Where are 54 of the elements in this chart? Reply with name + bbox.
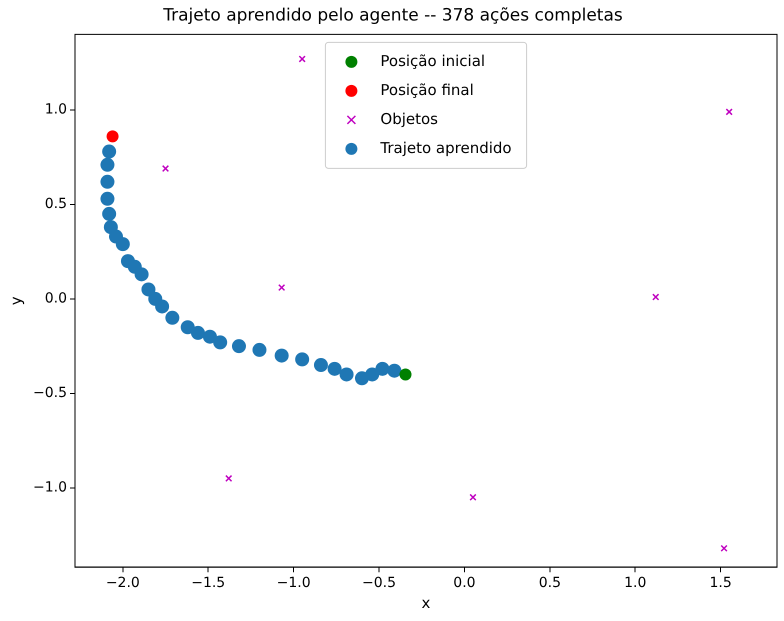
point xyxy=(190,326,205,340)
point xyxy=(106,130,119,142)
point xyxy=(469,494,477,501)
chart-title: Trajeto aprendido pelo agente -- 378 ações completas xyxy=(162,6,623,26)
point xyxy=(180,320,195,334)
point xyxy=(400,368,412,380)
point xyxy=(252,342,266,357)
point xyxy=(726,108,733,116)
point xyxy=(720,544,728,552)
y-tick-label: 1.0 xyxy=(44,102,67,118)
x-tick-label: −2.0 xyxy=(106,575,140,592)
point xyxy=(102,144,116,159)
x-axis-title: x xyxy=(422,594,431,612)
point xyxy=(213,335,228,350)
point xyxy=(340,367,354,382)
point xyxy=(278,284,286,292)
y-tick-label: −0.5 xyxy=(32,385,67,402)
point xyxy=(652,293,660,301)
point xyxy=(225,474,232,482)
x-tick-label: −0.5 xyxy=(362,575,396,592)
point xyxy=(165,310,180,325)
x-tick-label: −1.5 xyxy=(191,575,226,592)
x-tick-label: 0.0 xyxy=(453,575,476,592)
point xyxy=(120,254,135,268)
y-axis-title: y xyxy=(6,296,25,306)
legend-label: Posição final xyxy=(380,80,474,99)
point xyxy=(148,292,162,306)
point xyxy=(375,362,390,376)
point xyxy=(328,362,342,376)
point xyxy=(100,158,114,172)
point xyxy=(100,192,114,206)
point xyxy=(104,220,118,234)
point xyxy=(354,371,369,386)
point xyxy=(232,339,246,354)
point xyxy=(100,174,114,189)
legend-label: Trajeto aprendido xyxy=(379,138,512,157)
point xyxy=(274,348,289,363)
point xyxy=(314,358,328,372)
point xyxy=(298,55,306,63)
point xyxy=(295,352,310,366)
legend-label: Posição inicial xyxy=(380,52,486,70)
y-tick-label: 0.0 xyxy=(44,290,67,307)
x-tick-label: −1.0 xyxy=(276,575,311,592)
point xyxy=(141,282,156,296)
x-tick-label: 0.5 xyxy=(538,575,561,592)
point xyxy=(162,164,170,172)
y-tick-label: −1.0 xyxy=(32,479,67,496)
legend-label: Objetos xyxy=(380,110,438,128)
point xyxy=(387,364,402,378)
point xyxy=(102,206,116,221)
y-tick-label: 0.5 xyxy=(44,196,67,212)
point xyxy=(202,330,217,344)
x-tick-label: 1.0 xyxy=(624,575,646,592)
x-tick-label: 1.5 xyxy=(710,575,732,592)
